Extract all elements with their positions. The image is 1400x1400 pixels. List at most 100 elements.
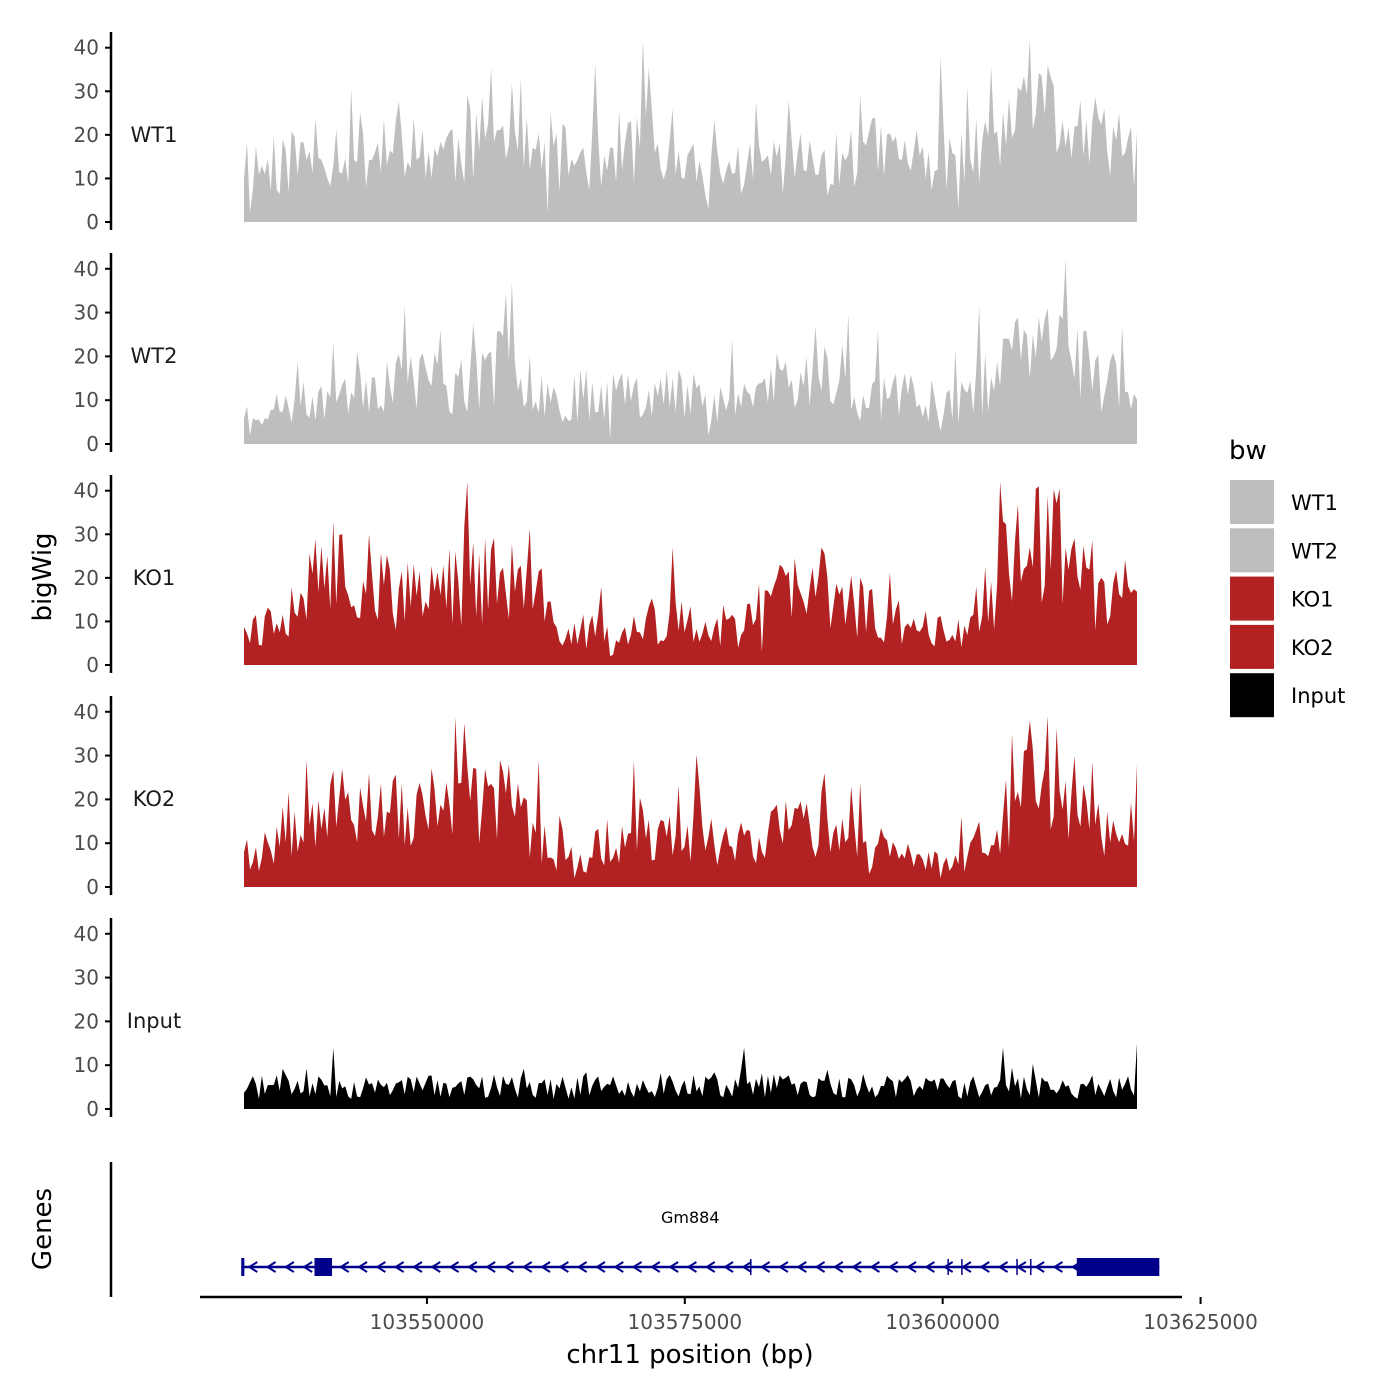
strand-arrow	[796, 1261, 807, 1273]
strand-arrow	[412, 1261, 423, 1273]
strand-arrow	[558, 1261, 569, 1273]
legend-item-input: Input	[1230, 673, 1345, 718]
legend-item-ko1: KO1	[1230, 576, 1334, 621]
track-ko2: 0 10 20 30 40 KO2	[74, 696, 1137, 899]
strand-arrow	[485, 1261, 496, 1273]
strand-arrow	[448, 1261, 460, 1273]
y-tick-label: 10	[74, 388, 99, 412]
strand-arrow	[631, 1261, 643, 1273]
legend-label: Input	[1291, 684, 1345, 708]
y-tick-label: 10	[74, 166, 99, 190]
strand-arrow	[814, 1261, 826, 1273]
strand-arrow	[723, 1261, 734, 1273]
y-tick-label: 40	[74, 922, 99, 946]
legend-item-wt1: WT1	[1230, 480, 1338, 524]
y-tick-label: 20	[74, 787, 99, 811]
track-ko1: 0 10 20 30 40 KO1	[74, 475, 1137, 677]
x-tick-label: 103600000	[885, 1310, 1000, 1334]
gene-name-label: Gm884	[661, 1208, 720, 1227]
signal-area-wt1	[244, 39, 1137, 222]
legend-swatch	[1230, 624, 1274, 669]
y-tick-label: 0	[86, 1097, 99, 1121]
strand-arrow	[576, 1261, 588, 1273]
strand-arrow	[1034, 1261, 1045, 1273]
y-tick-label: 0	[86, 653, 99, 677]
strand-arrow	[887, 1261, 899, 1273]
legend-item-wt2: WT2	[1230, 528, 1338, 573]
strand-arrow	[686, 1261, 697, 1273]
strand-arrow	[997, 1261, 1009, 1273]
legend-label: KO2	[1291, 636, 1334, 660]
genes-title: Genes	[28, 1188, 58, 1270]
y-tick-label: 30	[74, 744, 99, 768]
strand-arrow	[393, 1261, 405, 1273]
y-tick-label: 10	[74, 609, 99, 633]
strand-arrow	[503, 1261, 514, 1273]
exon-block	[314, 1258, 333, 1276]
strand-arrow	[668, 1261, 679, 1273]
x-tick-label: 103550000	[370, 1310, 485, 1334]
strand-arrow	[906, 1261, 917, 1273]
legend-label: WT1	[1291, 491, 1338, 515]
track-label-wt1: WT1	[131, 123, 178, 147]
gene-gm884: Gm884	[241, 1208, 1160, 1276]
y-tick-label: 0	[86, 210, 99, 234]
y-tick-label: 20	[74, 123, 99, 147]
legend-label: WT2	[1291, 539, 1338, 563]
y-tick-label: 0	[86, 875, 99, 899]
strand-arrow	[265, 1261, 277, 1273]
strand-arrow	[1015, 1261, 1027, 1273]
strand-arrow	[741, 1261, 752, 1273]
strand-arrow	[338, 1261, 350, 1273]
y-tick-label: 40	[74, 700, 99, 724]
strand-arrow	[649, 1261, 661, 1273]
x-tick-label: 103625000	[1143, 1310, 1258, 1334]
strand-arrow	[247, 1261, 258, 1273]
gene-track: Gm884	[109, 1162, 1160, 1297]
signal-area-ko2	[244, 716, 1137, 887]
strand-arrow	[851, 1261, 862, 1273]
strand-arrow	[924, 1261, 935, 1273]
strand-arrow	[613, 1261, 624, 1273]
signal-area-input	[244, 1043, 1137, 1109]
strand-arrow	[283, 1261, 295, 1273]
strand-arrow	[832, 1261, 844, 1273]
signal-area-wt2	[244, 260, 1137, 444]
y-tick-label: 10	[74, 831, 99, 855]
y-tick-label: 30	[74, 522, 99, 546]
strand-arrow	[759, 1261, 771, 1273]
y-tick-label: 20	[74, 1009, 99, 1033]
strand-arrow	[430, 1261, 441, 1273]
strand-arrow	[704, 1261, 716, 1273]
x-tick-label: 103575000	[628, 1310, 743, 1334]
strand-arrow	[521, 1261, 533, 1273]
legend-item-ko2: KO2	[1230, 624, 1334, 669]
y-tick-label: 20	[74, 566, 99, 590]
track-wt1: 0 10 20 30 40 WT1	[74, 32, 1137, 234]
legend-swatch	[1230, 576, 1274, 621]
y-tick-label: 40	[74, 36, 99, 60]
strand-arrow	[540, 1261, 551, 1273]
strand-arrow	[1052, 1261, 1063, 1273]
strand-arrow	[869, 1261, 880, 1273]
track-wt2: 0 10 20 30 40 WT2	[74, 253, 1137, 456]
y-tick-label: 20	[74, 344, 99, 368]
y-tick-label: 40	[74, 257, 99, 281]
strand-arrow	[979, 1261, 990, 1273]
strand-arrow	[302, 1261, 313, 1273]
exon-block	[241, 1258, 245, 1276]
signal-area-ko1	[244, 482, 1137, 665]
track-label-ko2: KO2	[133, 787, 176, 811]
legend-label: KO1	[1291, 588, 1334, 612]
legend-swatch	[1230, 673, 1274, 718]
legend-swatch	[1230, 480, 1274, 524]
y-tick-label: 30	[74, 301, 99, 325]
legend-swatch	[1230, 528, 1274, 573]
strand-arrow	[778, 1261, 789, 1273]
y-axis-title-bigwig: bigWig	[28, 532, 58, 621]
track-label-wt2: WT2	[131, 344, 178, 368]
strand-arrow	[375, 1261, 386, 1273]
exon-block	[1076, 1258, 1160, 1276]
strand-arrow	[595, 1261, 606, 1273]
